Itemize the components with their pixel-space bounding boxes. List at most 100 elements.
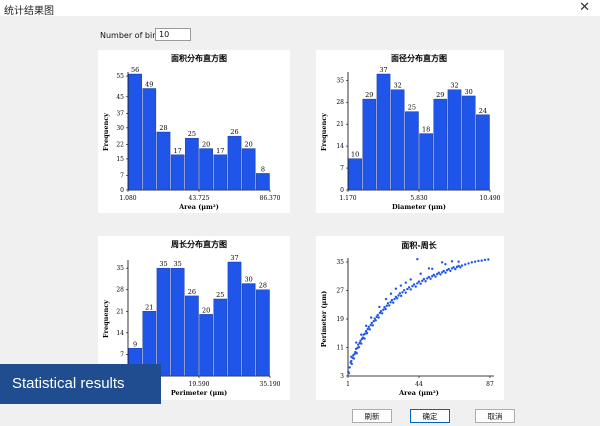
scatter-point: [396, 297, 399, 300]
scatter-point: [360, 342, 363, 345]
scatter-point: [378, 311, 382, 315]
bins-input[interactable]: 10: [155, 28, 191, 41]
scatter-point: [416, 282, 419, 285]
x-tick-label: 86.370: [260, 195, 281, 202]
bar-value-label: 20: [202, 141, 210, 149]
scatter-point: [444, 262, 447, 266]
y-tick-label: 28: [116, 287, 124, 294]
y-tick-label: 28: [336, 99, 344, 106]
bar-value-label: 21: [145, 303, 153, 311]
scatter-point: [373, 317, 376, 320]
scatter-point: [435, 272, 439, 276]
histogram-bar: [256, 173, 270, 191]
scatter-point: [432, 273, 436, 277]
scatter-point: [440, 271, 444, 274]
y-axis-label: Frequency: [102, 300, 110, 338]
bar-value-label: 49: [145, 81, 153, 89]
y-tick-label: 7: [340, 165, 344, 172]
scatter-point: [379, 309, 383, 313]
y-tick-label: 14: [336, 143, 344, 150]
scatter-point: [459, 266, 462, 269]
scatter-point: [350, 355, 353, 358]
y-tick-label: 3: [340, 373, 344, 380]
ok-button[interactable]: 确定: [410, 409, 450, 423]
x-tick-label: 10.490: [480, 195, 501, 202]
scatter-point: [477, 259, 480, 263]
scatter-point: [384, 307, 387, 311]
scatter-point: [444, 271, 447, 274]
area-perimeter-scatter-panel: 面积-周长 3 11 19 27 35 1 44 87 Area (μm²) Perimeter (…: [316, 236, 504, 400]
scatter-point: [357, 345, 361, 349]
y-tick-label: 7: [120, 173, 124, 180]
scatter-point: [424, 280, 427, 283]
scatter-point: [464, 263, 467, 266]
cancel-button[interactable]: 取消: [475, 409, 515, 423]
scatter-point: [360, 333, 363, 336]
y-tick-label: 45: [116, 94, 124, 101]
bar-value-label: 30: [465, 88, 473, 96]
scatter-point: [470, 261, 474, 264]
histogram-bar: [256, 289, 270, 377]
scatter-point: [487, 258, 490, 261]
histogram-bar: [156, 267, 171, 377]
scatter-point: [483, 258, 487, 262]
scatter-point: [434, 275, 437, 278]
scatter-point: [386, 302, 390, 305]
bar-value-label: 28: [159, 124, 167, 132]
y-tick-label: 0: [340, 187, 344, 194]
scatter-point: [409, 278, 412, 281]
bar-value-label: 26: [188, 288, 196, 296]
scatter-point: [389, 301, 392, 304]
scatter-point: [378, 305, 381, 309]
scatter-point: [447, 267, 450, 271]
scatter-point: [431, 275, 434, 278]
scatter-point: [429, 277, 432, 280]
y-tick-label: 35: [336, 77, 344, 84]
scatter-point: [419, 282, 422, 285]
scatter-point: [417, 280, 421, 283]
scatter-point: [359, 339, 362, 342]
scatter-point: [380, 312, 384, 315]
scatter-point: [372, 319, 375, 323]
scatter-point: [355, 341, 358, 344]
histogram-bar: [419, 133, 433, 191]
histogram-bar: [156, 131, 171, 191]
bar-value-label: 26: [230, 128, 238, 136]
scatter-point: [389, 292, 393, 295]
diameter-histogram-panel: 面径分布直方图 0 7 14 21 28 35 10 29 37 32 25 18 29 32 30 24 1.1…: [316, 50, 504, 213]
scatter-point: [437, 271, 441, 274]
refresh-button[interactable]: 刷新: [352, 409, 392, 423]
close-icon[interactable]: ✕: [579, 0, 590, 15]
scatter-point: [352, 357, 356, 360]
scatter-point: [382, 308, 385, 311]
scatter-point: [369, 323, 372, 327]
y-tick-label: 11: [336, 345, 344, 352]
scatter-point: [363, 337, 366, 340]
y-axis-label: Frequency: [320, 113, 328, 151]
bar-value-label: 25: [188, 130, 196, 138]
scatter-point: [348, 366, 351, 369]
scatter-point: [375, 315, 378, 319]
y-tick-label: 15: [116, 156, 124, 163]
scatter-point: [397, 294, 400, 297]
scatter-point: [394, 287, 398, 290]
scatter-point: [480, 259, 483, 262]
bar-value-label: 25: [216, 291, 224, 299]
scatter-point: [369, 316, 373, 319]
y-axis-label: Perimeter (μm): [320, 291, 328, 347]
scatter-point: [371, 324, 374, 327]
scatter-point: [427, 275, 431, 279]
scatter-point: [419, 272, 422, 275]
scatter-point: [347, 371, 351, 375]
histogram-bar: [128, 73, 142, 191]
scatter-point: [404, 281, 407, 284]
scatter-point: [404, 291, 407, 294]
bar-value-label: 28: [259, 282, 267, 290]
scatter-point: [431, 267, 434, 270]
bar-value-label: 32: [450, 82, 458, 90]
histogram-bar: [390, 89, 405, 191]
histogram-bar: [241, 148, 256, 191]
histogram-bar: [405, 111, 419, 191]
y-tick-label: 35: [116, 265, 124, 272]
x-axis-label: Area (μm²): [178, 203, 219, 211]
